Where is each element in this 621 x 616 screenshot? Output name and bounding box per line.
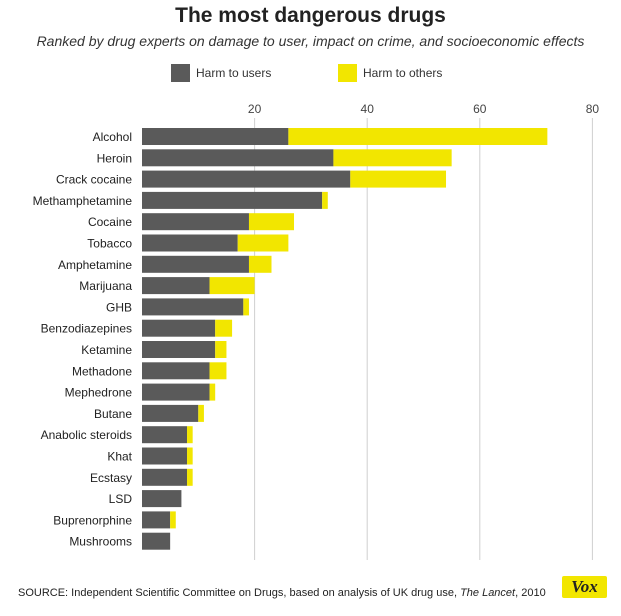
source-note: SOURCE: Independent Scientific Committee… [18, 587, 546, 599]
category-label: Methadone [72, 364, 132, 378]
vox-logo: Vox [562, 576, 607, 598]
category-label: Anabolic steroids [41, 428, 132, 442]
bar-cocaine-harm-to-users [142, 213, 249, 231]
category-label: Ketamine [81, 343, 132, 357]
bar-khat-harm-to-users [142, 447, 188, 465]
bar-crack-cocaine-harm-to-others [350, 170, 447, 188]
category-label: GHB [106, 300, 132, 314]
category-label: Marijuana [79, 279, 132, 293]
bar-ketamine-harm-to-users [142, 341, 216, 358]
bar-ecstasy-harm-to-others [187, 468, 193, 486]
legend: Harm to users Harm to others [0, 64, 621, 84]
bar-amphetamine-harm-to-others [248, 255, 272, 273]
bar-butane-harm-to-others [198, 404, 204, 422]
category-label: Benzodiazepines [41, 322, 132, 336]
x-tick-label: 20 [248, 102, 262, 116]
category-label: Alcohol [93, 130, 132, 144]
category-label: Buprenorphine [53, 513, 132, 527]
bar-chart: 20 40 60 80 Alcohol Heroin Crack cocaine Metham… [33, 102, 600, 560]
bar-methamphetamine-harm-to-users [142, 191, 323, 209]
bar-amphetamine-harm-to-users [142, 255, 249, 273]
category-label: LSD [109, 492, 133, 506]
legend-swatch-harm-to-users [171, 64, 190, 82]
bar-methadone-harm-to-others [209, 362, 227, 380]
source-year: , 2010 [515, 587, 546, 599]
bar-benzodiazepines-harm-to-others [215, 319, 233, 337]
category-label: Mephedrone [65, 386, 133, 400]
bar-ghb-harm-to-users [142, 298, 244, 316]
category-label: Khat [107, 450, 132, 464]
x-tick-label: 40 [361, 102, 375, 116]
category-label: Crack cocaine [56, 173, 132, 187]
bar-tobacco-harm-to-others [237, 234, 289, 252]
vox-logo-text: Vox [571, 577, 598, 596]
category-label: Methamphetamine [33, 194, 133, 208]
chart-title: The most dangerous drugs [175, 4, 446, 27]
bar-ketamine-harm-to-others [215, 341, 227, 358]
bar-mephedrone-harm-to-users [142, 383, 210, 401]
bar-buprenorphine-harm-to-users [142, 511, 171, 529]
bar-ecstasy-harm-to-users [142, 468, 188, 486]
bar-marijuana-harm-to-users [142, 277, 210, 295]
bar-lsd-harm-to-users [142, 490, 182, 508]
bar-butane-harm-to-users [142, 404, 199, 422]
source-text: SOURCE: Independent Scientific Committee… [18, 587, 461, 599]
bar-cocaine-harm-to-others [248, 213, 295, 231]
bar-anabolic-steroids-harm-to-users [142, 426, 188, 444]
bar-crack-cocaine-harm-to-users [142, 170, 351, 188]
bar-alcohol-harm-to-users [142, 128, 289, 145]
bar-khat-harm-to-others [187, 447, 193, 465]
legend-swatch-harm-to-others [338, 64, 357, 82]
bar-heroin-harm-to-others [333, 149, 452, 167]
bar-mushrooms-harm-to-users [142, 532, 171, 550]
bar-heroin-harm-to-users [142, 149, 334, 167]
x-tick-label: 60 [473, 102, 487, 116]
bar-marijuana-harm-to-others [209, 277, 255, 295]
bar-methamphetamine-harm-to-others [322, 191, 328, 209]
bar-anabolic-steroids-harm-to-others [187, 426, 193, 444]
category-label: Amphetamine [58, 258, 132, 272]
bar-methadone-harm-to-users [142, 362, 210, 380]
bar-buprenorphine-harm-to-others [170, 511, 176, 529]
bar-mephedrone-harm-to-others [209, 383, 216, 401]
category-label: Ecstasy [90, 471, 132, 485]
source-journal: The Lancet [460, 587, 516, 599]
legend-label-harm-to-others: Harm to others [363, 66, 443, 80]
category-label: Heroin [97, 151, 132, 165]
bar-alcohol-harm-to-others [288, 128, 548, 145]
legend-label-harm-to-users: Harm to users [196, 66, 272, 80]
category-label: Mushrooms [69, 535, 132, 549]
bar-benzodiazepines-harm-to-users [142, 319, 216, 337]
chart-subtitle: Ranked by drug experts on damage to user… [36, 33, 585, 49]
bar-tobacco-harm-to-users [142, 234, 238, 252]
category-label: Butane [94, 407, 132, 421]
x-tick-label: 80 [586, 102, 600, 116]
category-label: Cocaine [88, 215, 132, 229]
bar-ghb-harm-to-others [243, 298, 249, 316]
category-label: Tobacco [87, 237, 132, 251]
